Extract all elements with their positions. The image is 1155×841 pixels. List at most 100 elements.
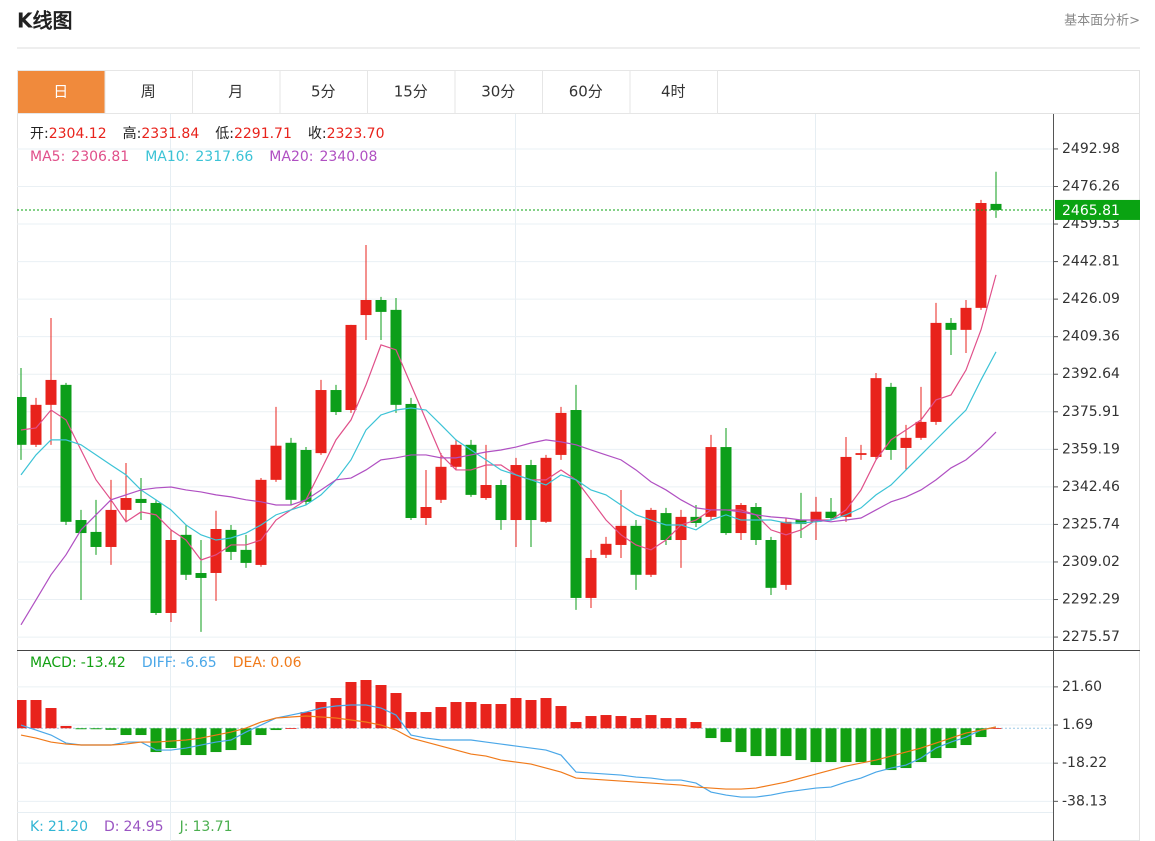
candle-body [630,525,642,575]
candle-body [75,520,87,534]
legend-label: 收: [308,126,327,142]
macd-bar [555,706,567,729]
macd-bar [855,728,867,763]
macd-bar [450,702,462,729]
candle-body [210,529,222,573]
legend: MA5: 2306.81 MA10: 2317.66 MA20: 2340.08 [30,149,377,165]
macd-bar [135,728,147,736]
macd-bar [315,702,327,729]
macd-bar [660,718,672,729]
candle-body [45,379,57,405]
tab[interactable] [454,70,543,114]
y-tick-label: 2409.36 [1062,329,1120,345]
legend-label: 低: [215,126,234,142]
macd-bar [585,716,597,729]
ma-line [20,274,997,561]
candle-body [720,447,732,534]
tab[interactable] [17,70,106,114]
tab-label[interactable]: 月 [228,83,243,101]
tab[interactable] [192,70,281,114]
macd-bar [840,728,852,763]
y-tick-label: 2375.91 [1062,404,1120,420]
y-tick-label: 2392.64 [1062,366,1120,382]
macd-bar [330,698,342,729]
legend-value: 2306.81 [71,149,129,165]
candle-body [945,322,957,330]
legend-label: MA20: [269,149,313,165]
y-tick-label: 2275.57 [1062,629,1120,645]
candle-body [900,437,912,448]
macd-bar [420,712,432,729]
macd-bar [705,728,717,739]
candle-body [120,498,132,510]
macd-bar [495,704,507,729]
tab[interactable] [629,70,718,114]
candle-body [855,453,867,455]
legend-label: MACD: [30,655,77,671]
candle-body [750,507,762,541]
candle-body [930,322,942,422]
y-tick-label: 2492.98 [1062,141,1120,157]
macd-bar [390,693,402,729]
macd-bar [120,728,132,736]
tab-label[interactable]: 30分 [481,83,515,101]
y-tick-label: 2325.74 [1062,516,1120,532]
macd-bar [360,680,372,729]
tab-label[interactable]: 60分 [569,83,603,101]
macd-bar [690,722,702,729]
candle-body [495,485,507,521]
macd-bar [870,728,882,766]
macd-bar [270,728,282,731]
tab-label[interactable]: 5分 [311,83,336,101]
tab-label[interactable]: 4时 [661,83,686,101]
macd-bar [630,718,642,729]
tab[interactable] [542,70,631,114]
macd-bar [225,728,237,751]
macd-bar [795,728,807,761]
legend-value: 2331.84 [141,126,199,142]
fundamentals-link[interactable]: 基本面分析> [1064,14,1140,29]
ma-line [20,431,997,626]
y-tick-label: -38.13 [1062,793,1107,809]
tab-label[interactable]: 15分 [394,83,428,101]
candle-body [270,445,282,480]
macd-bar [525,700,537,729]
candle-body [660,513,672,541]
macd-bar [765,728,777,757]
candle-body [645,509,657,575]
legend-value: -13.42 [81,655,126,671]
legend-label: DEA: [233,655,267,671]
candle-body [780,521,792,585]
legend-value: 2304.12 [49,126,107,142]
candle-body [17,396,27,445]
macd-bar [45,708,57,729]
candle-body [765,540,777,588]
macd-bar [255,728,267,736]
candle-body [375,300,387,312]
candle-body [360,300,372,316]
tab-label[interactable]: 周 [141,83,156,101]
legend-label: MA10: [145,149,189,165]
legend-label: 高: [123,125,142,142]
legend: 开:2304.12 高:2331.84 低:2291.71 收:2323.70 [30,125,385,142]
macd-bar [30,700,42,729]
macd-bar [150,728,162,753]
macd-bar [405,712,417,729]
tab-label[interactable]: 日 [53,83,68,101]
y-tick-label: 2459.53 [1062,216,1120,232]
macd-bar [600,715,612,729]
candle-body [810,511,822,522]
macd-bar [645,715,657,729]
macd-bar [435,707,447,729]
candle-body [195,573,207,578]
y-tick-label: 21.60 [1062,679,1102,695]
vertical-grid [170,114,816,841]
tab[interactable] [367,70,456,114]
plot [17,171,1053,798]
candle-body [135,498,147,503]
kdj-label: K: [30,819,44,835]
tab[interactable] [279,70,368,114]
y-tick-label: 2442.81 [1062,254,1120,270]
candle-body [840,456,852,517]
macd-bar [195,728,207,756]
